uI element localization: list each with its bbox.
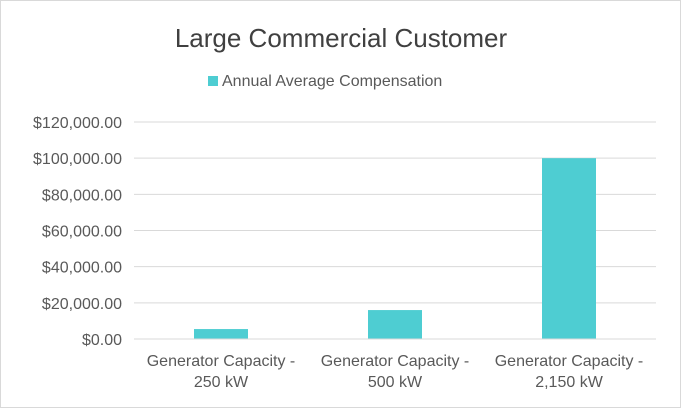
y-tick-label: $120,000.00 [33, 115, 122, 132]
bar [542, 158, 596, 339]
bars [194, 158, 596, 339]
x-axis: Generator Capacity - 250 kW Generator Capa… [134, 338, 656, 391]
y-axis: $0.00 $20,000.00 $40,000.00 $60,000.00 $80,0… [33, 115, 122, 349]
x-tick-label: 500 kW [368, 374, 423, 391]
chart-title: Large Commercial Customer [175, 23, 508, 53]
x-tick-label: Generator Capacity - [321, 353, 470, 370]
y-tick-label: $40,000.00 [42, 260, 122, 277]
x-tick-label: Generator Capacity - [147, 353, 296, 370]
y-tick-label: $80,000.00 [42, 187, 122, 204]
x-tick-label: 2,150 kW [535, 374, 603, 391]
y-tick-label: $60,000.00 [42, 224, 122, 241]
gridlines [134, 121, 656, 340]
y-tick-label: $20,000.00 [42, 296, 122, 313]
y-tick-label: $100,000.00 [33, 151, 122, 168]
x-tick-label: 250 kW [194, 374, 249, 391]
legend-swatch [208, 76, 218, 86]
x-tick-label: Generator Capacity - [495, 353, 644, 370]
legend-label: Annual Average Compensation [222, 73, 442, 90]
chart-legend: Annual Average Compensation [208, 73, 442, 90]
y-tick-label: $0.00 [82, 332, 122, 349]
bar [194, 329, 248, 339]
bar [368, 310, 422, 339]
